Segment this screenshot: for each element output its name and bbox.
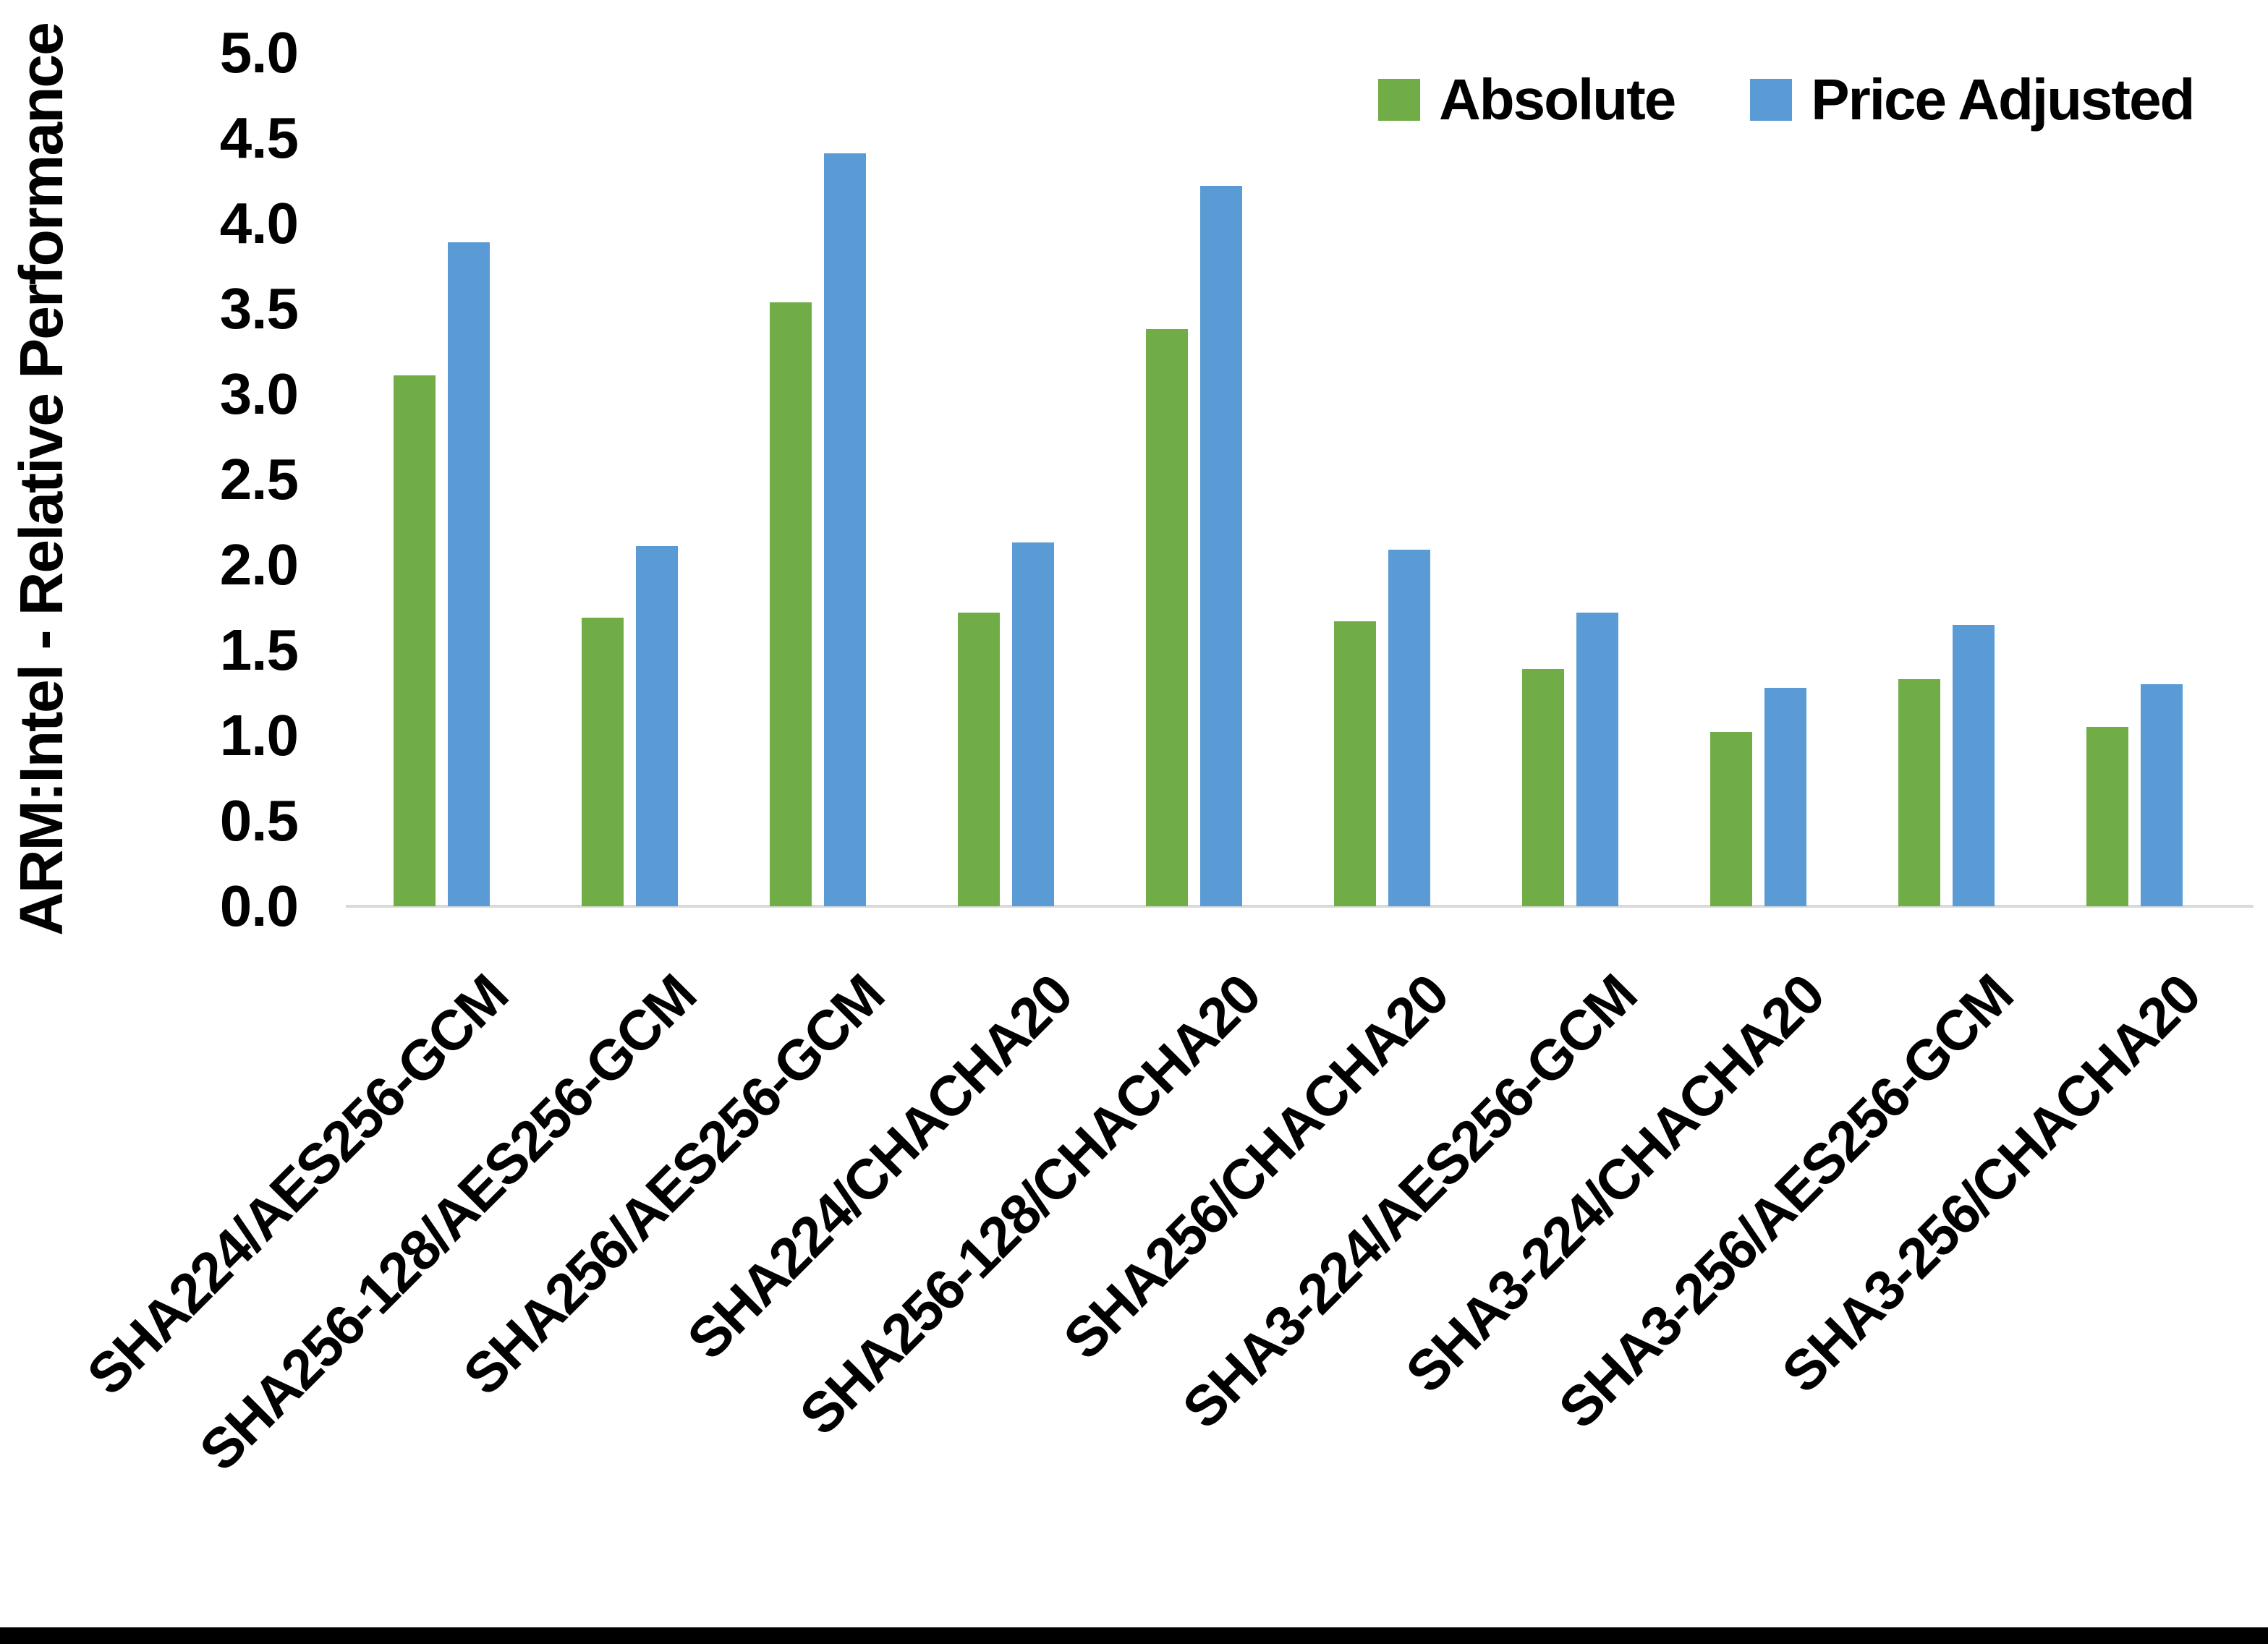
y-tick-label: 2.5 <box>219 447 299 511</box>
legend-swatch-price-adjusted-icon <box>1750 79 1793 121</box>
legend: Absolute Price Adjusted <box>1378 67 2195 132</box>
legend-item-price-adjusted: Price Adjusted <box>1750 67 2195 132</box>
bar-price-adjusted <box>1388 550 1430 906</box>
bar-price-adjusted <box>823 153 866 906</box>
bar-price-adjusted <box>1576 613 1618 906</box>
x-axis-baseline <box>346 905 2254 908</box>
bar-absolute <box>769 302 812 906</box>
y-tick-label: 3.5 <box>219 276 299 341</box>
y-tick-label: 2.0 <box>219 532 299 597</box>
bar-price-adjusted <box>1764 688 1806 906</box>
y-tick-label: 0.0 <box>219 874 299 938</box>
bar-price-adjusted <box>447 242 490 906</box>
y-tick-label: 1.5 <box>219 618 299 682</box>
y-axis-title: ARM:Intel - Relative Performance <box>7 23 75 936</box>
y-tick-label: 4.0 <box>219 191 299 255</box>
legend-label-price-adjusted: Price Adjusted <box>1811 67 2195 132</box>
bar-absolute <box>581 618 624 906</box>
bar-absolute <box>1710 732 1752 906</box>
bar-absolute <box>393 375 436 906</box>
bar-price-adjusted <box>1199 186 1242 906</box>
legend-swatch-absolute-icon <box>1378 79 1420 121</box>
bar-price-adjusted <box>1952 625 1995 906</box>
bar-absolute <box>1898 679 1940 906</box>
legend-item-absolute: Absolute <box>1378 67 1676 132</box>
bar-absolute <box>1521 669 1564 906</box>
screenshot-bottom-border <box>0 1627 2268 1644</box>
bar-absolute <box>1333 621 1376 906</box>
bar-absolute <box>957 613 1000 906</box>
bar-absolute <box>1145 329 1188 906</box>
bar-absolute <box>2086 727 2128 906</box>
y-tick-label: 0.5 <box>219 788 299 853</box>
y-tick-label: 3.0 <box>219 362 299 426</box>
y-tick-label: 1.0 <box>219 703 299 767</box>
bar-price-adjusted <box>2140 684 2183 906</box>
y-tick-label: 5.0 <box>219 20 299 85</box>
legend-label-absolute: Absolute <box>1439 67 1676 132</box>
y-tick-label: 4.5 <box>219 106 299 170</box>
bar-price-adjusted <box>1011 542 1054 906</box>
bar-price-adjusted <box>635 546 678 906</box>
